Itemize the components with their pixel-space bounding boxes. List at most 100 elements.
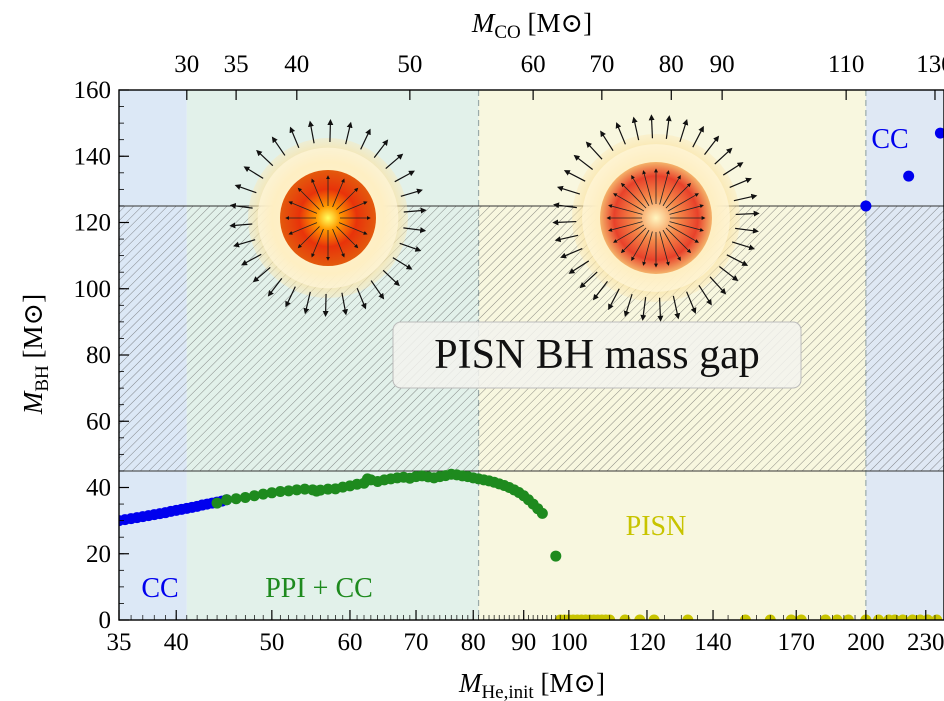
- outflow-arrow: [631, 116, 640, 141]
- outflow-arrow: [615, 122, 626, 145]
- y-tick-label-6: 120: [74, 210, 112, 237]
- outflow-arrow: [552, 219, 577, 226]
- data-point-2-20: [795, 614, 807, 620]
- core-arrow: [642, 170, 653, 205]
- x2-tick-label-7: 90: [710, 51, 735, 78]
- outflow-arrow: [303, 291, 311, 315]
- region-label-1: PPI + CC: [265, 573, 373, 604]
- core-arrow: [620, 182, 647, 209]
- outflow-arrow: [289, 126, 300, 149]
- outflow-arrow: [382, 269, 400, 287]
- data-point-3-2: [934, 127, 944, 139]
- outflow-arrow: [360, 128, 371, 150]
- core-arrow: [667, 224, 699, 243]
- data-point-2-14: [634, 614, 646, 620]
- outflow-arrow: [394, 170, 415, 183]
- y-tick-label-0: 0: [99, 607, 112, 634]
- outflow-arrow: [714, 147, 733, 165]
- x2-tick-label-1: 35: [224, 51, 249, 78]
- outflow-arrow: [229, 222, 253, 229]
- outflow-arrow: [608, 288, 620, 311]
- outflow-arrow: [563, 170, 586, 182]
- region-label-0: CC: [141, 573, 178, 604]
- outflow-arrow: [399, 242, 422, 252]
- outflow-arrow: [640, 297, 647, 321]
- data-point-1-3: [239, 491, 251, 503]
- core-arrow: [659, 170, 670, 205]
- data-point-2-15: [648, 614, 660, 620]
- x2-tick-label-2: 40: [284, 51, 309, 78]
- outflow-arrow: [568, 260, 590, 274]
- core-arrow: [297, 226, 320, 249]
- x2-tick-label-4: 60: [521, 51, 546, 78]
- outflow-arrow: [600, 130, 614, 152]
- outflow-arrow: [234, 184, 257, 194]
- outflow-arrow: [554, 234, 579, 243]
- data-point-2-32: [931, 614, 943, 620]
- x-tick-label-5: 80: [461, 629, 486, 656]
- data-point-2-13: [619, 614, 631, 620]
- data-point-2-28: [897, 614, 909, 620]
- outflow-arrow: [672, 295, 681, 320]
- x-tick-label-7: 100: [550, 629, 588, 656]
- core-arrow: [659, 231, 670, 266]
- outflow-arrow: [341, 292, 348, 316]
- data-points: [119, 127, 944, 620]
- outflow-arrow: [233, 239, 256, 248]
- x2-tick-label-5: 70: [589, 51, 614, 78]
- outflow-arrow: [585, 141, 603, 160]
- outflow-arrow: [718, 266, 739, 282]
- x-tick-label-12: 230: [907, 629, 944, 656]
- core-arrow: [665, 182, 692, 209]
- y-tick-label-2: 40: [86, 475, 111, 502]
- data-point-1-1: [221, 494, 233, 506]
- core-arrow: [332, 178, 345, 208]
- outflow-arrow: [560, 248, 583, 259]
- data-point-1-2: [230, 493, 242, 505]
- x2-tick-label-0: 30: [174, 51, 199, 78]
- tick-labels: 0 20 40 60 80 100 120 140 160 35 40 50 60 70 80 90 100 12…: [74, 51, 944, 656]
- y-axis-title: MBH [M⊙]: [18, 294, 53, 415]
- outflow-arrow: [704, 135, 720, 156]
- region-labels: CC PPI + CC PISN CC: [141, 124, 908, 604]
- data-point-1-9: [291, 484, 303, 496]
- outflow-arrow: [256, 149, 274, 167]
- outflow-arrow: [722, 162, 744, 176]
- data-point-1-4: [248, 490, 260, 502]
- core-arrow: [631, 229, 650, 261]
- outflow-arrow: [370, 280, 385, 300]
- core-arrow: [288, 201, 318, 214]
- outflow-arrow: [403, 227, 427, 234]
- data-point-1-6: [266, 487, 278, 499]
- core-arrow: [669, 221, 704, 232]
- data-point-1-10: [299, 483, 311, 495]
- region-label-2: PISN: [626, 511, 687, 542]
- region-label-3: CC: [871, 124, 908, 155]
- data-point-1-53: [550, 550, 562, 562]
- core-arrow: [297, 187, 320, 210]
- core-arrow: [613, 224, 645, 243]
- data-point-2-22: [831, 614, 843, 620]
- outflow-arrow: [679, 118, 689, 143]
- data-point-2-31: [922, 614, 934, 620]
- core-arrow: [336, 187, 359, 210]
- x-tick-label-1: 40: [164, 629, 189, 656]
- core-arrow: [613, 193, 645, 212]
- outflow-arrow: [623, 293, 633, 318]
- pulsating-star-illustration: [229, 119, 427, 317]
- outflow-arrow: [665, 115, 672, 139]
- x2-tick-label-8: 110: [828, 51, 865, 78]
- core-arrow: [338, 222, 368, 235]
- core-arrow: [662, 229, 681, 261]
- axes: [118, 89, 944, 621]
- core-arrow: [338, 201, 368, 214]
- data-point-2-23: [842, 614, 854, 620]
- outflow-arrow: [373, 139, 389, 159]
- data-point-2-21: [819, 614, 831, 620]
- outflow-arrow: [735, 210, 760, 217]
- outflow-arrow: [241, 253, 262, 266]
- y-tick-label-8: 160: [74, 77, 112, 104]
- y-tick-label-7: 140: [74, 143, 112, 170]
- x-axis-title: MHe,init [M⊙]: [458, 668, 605, 701]
- x-tick-label-6: 90: [511, 629, 536, 656]
